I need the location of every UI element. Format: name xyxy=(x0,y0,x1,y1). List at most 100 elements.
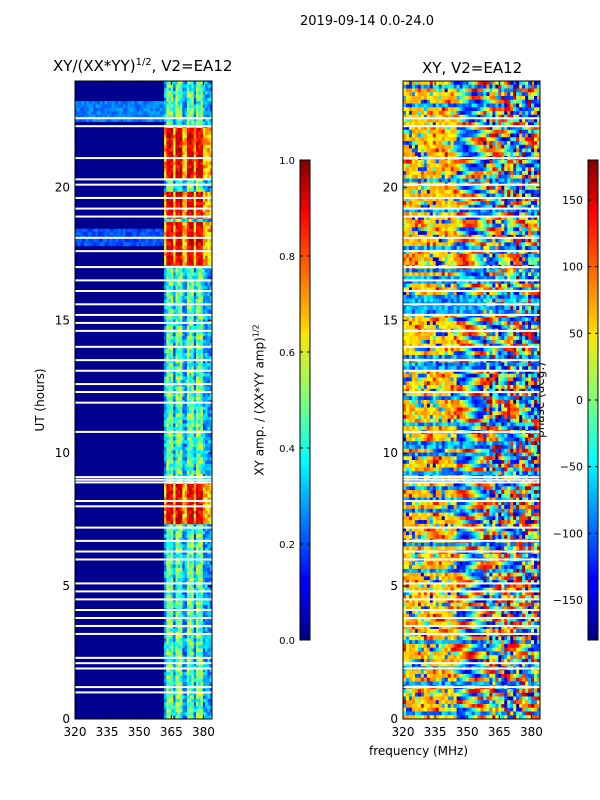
amp-cell xyxy=(189,242,193,247)
amp-cell xyxy=(182,201,186,206)
amp-cell xyxy=(170,383,174,388)
amp-cell xyxy=(141,104,145,109)
amp-cell xyxy=(189,319,193,324)
amp-cell xyxy=(175,426,179,431)
amp-cell xyxy=(200,252,204,257)
amp-cell xyxy=(164,618,167,623)
amp-cell xyxy=(168,379,172,384)
amp-cell xyxy=(170,490,174,495)
amp-cell xyxy=(200,695,204,700)
amp-cell xyxy=(182,447,186,451)
phase-cell xyxy=(465,88,470,93)
amp-cell xyxy=(177,416,181,421)
phase-cell xyxy=(486,84,490,90)
amp-cell xyxy=(157,238,161,243)
amp-cell xyxy=(180,534,183,539)
amp-cell xyxy=(182,339,186,344)
amp-cell xyxy=(166,131,170,136)
amp-cell xyxy=(196,678,199,683)
amp-cell xyxy=(180,460,183,465)
amp-cell xyxy=(205,423,209,428)
amp-cell xyxy=(193,158,197,163)
amp-cell xyxy=(175,453,179,458)
amp-cell xyxy=(175,222,179,226)
amp-cell xyxy=(164,705,167,710)
amp-cell xyxy=(182,470,186,475)
amp-cell xyxy=(200,295,204,300)
phase-cell xyxy=(474,103,479,108)
amp-cell xyxy=(184,211,188,216)
amp-cell xyxy=(198,84,202,89)
amp-cell xyxy=(170,645,174,650)
phase-cell xyxy=(474,84,479,90)
amp-cell xyxy=(175,645,179,650)
amp-cell xyxy=(189,410,193,415)
amp-cell xyxy=(168,668,172,673)
amp-cell xyxy=(164,383,167,388)
amp-cell xyxy=(166,564,170,569)
amp-cell xyxy=(180,222,183,226)
amp-cell xyxy=(191,201,195,206)
amp-cell xyxy=(209,541,212,545)
amp-cell xyxy=(173,188,177,193)
amp-cell xyxy=(175,708,179,713)
amp-cell xyxy=(186,393,190,398)
amp-cell xyxy=(207,628,211,633)
amp-cell xyxy=(200,530,204,535)
phase-cell xyxy=(513,111,517,116)
phase-cell xyxy=(465,107,470,112)
amp-cell xyxy=(145,104,149,109)
amp-cell xyxy=(173,483,177,488)
amp-cell xyxy=(180,252,183,257)
amp-cell xyxy=(209,628,212,633)
amp-cell xyxy=(175,450,179,455)
phase-cell xyxy=(534,107,538,112)
phase-cell xyxy=(507,92,511,97)
amp-cell xyxy=(200,567,204,572)
amp-cell xyxy=(180,450,183,455)
amp-cell xyxy=(164,87,167,92)
phase-cell xyxy=(435,96,440,101)
amp-cell xyxy=(168,574,172,579)
amp-cell xyxy=(184,665,188,670)
amp-cell xyxy=(207,594,211,599)
amp-cell xyxy=(134,238,138,243)
amp-cell xyxy=(175,114,179,119)
amp-cell xyxy=(209,134,212,139)
amp-cell xyxy=(202,205,206,210)
amp-cell xyxy=(177,316,181,321)
amp-cell xyxy=(182,611,186,616)
phase-cell xyxy=(519,88,523,93)
amp-cell xyxy=(173,671,177,676)
amp-cell xyxy=(207,463,211,468)
amp-cell xyxy=(173,363,177,368)
amp-cell xyxy=(198,708,202,713)
amp-cell xyxy=(177,305,181,310)
amp-cell xyxy=(86,228,90,233)
phase-cell xyxy=(507,99,511,105)
amp-cell xyxy=(202,154,206,159)
amp-cell xyxy=(152,117,156,122)
amp-cell xyxy=(202,211,206,216)
amp-cell xyxy=(175,628,179,633)
amp-cell xyxy=(182,322,186,327)
amp-cell xyxy=(207,635,211,640)
amp-cell xyxy=(166,295,170,300)
amp-cell xyxy=(182,299,186,304)
amp-cell xyxy=(186,541,190,545)
amp-cell xyxy=(205,591,209,596)
amp-cell xyxy=(168,635,172,640)
amp-cell xyxy=(100,101,103,106)
amp-cell xyxy=(170,497,174,502)
amp-cell xyxy=(202,460,206,465)
amp-cell xyxy=(196,416,199,421)
amp-cell xyxy=(205,292,209,297)
amp-cell xyxy=(198,379,202,384)
phase-cell xyxy=(522,111,526,116)
phase-cell xyxy=(426,99,431,105)
amp-cell xyxy=(193,84,197,89)
amp-cell xyxy=(193,463,197,468)
phase-cell xyxy=(525,88,529,93)
amp-cell xyxy=(175,104,179,109)
amp-cell xyxy=(170,376,174,381)
